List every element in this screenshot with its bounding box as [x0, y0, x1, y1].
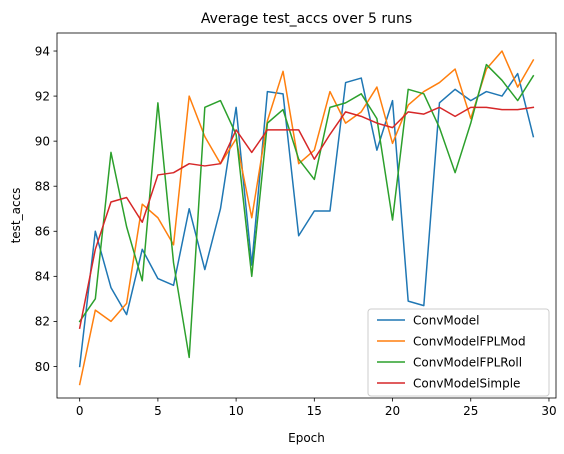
y-tick-label: 82 [35, 315, 50, 329]
x-tick-label: 25 [463, 404, 478, 418]
axes: 0 5 10 15 20 25 30 80 82 84 86 88 90 92 94 [35, 32, 557, 418]
series-line-convmodelsimple [78, 106, 535, 330]
y-tick-label: 88 [35, 180, 50, 194]
chart-title: Average test_accs over 5 runs [201, 11, 412, 27]
y-tick-label: 92 [35, 89, 50, 103]
y-tick-label: 84 [35, 270, 50, 284]
axes-frame [56, 32, 557, 399]
legend-label: ConvModelFPLRoll [413, 355, 522, 369]
plot-area [78, 50, 535, 386]
y-tick-label: 94 [35, 44, 50, 58]
y-tick-label: 80 [35, 360, 50, 374]
x-tick-label: 30 [541, 404, 556, 418]
series-line-convmodelfplmod [78, 50, 535, 386]
x-tick-label: 5 [154, 404, 162, 418]
x-tick-label: 15 [307, 404, 322, 418]
legend-label: ConvModelFPLMod [413, 334, 526, 348]
y-axis-label: test_accs [9, 188, 23, 244]
x-axis-label: Epoch [288, 431, 325, 445]
x-tick-label: 20 [385, 404, 400, 418]
legend-label: ConvModel [413, 313, 479, 327]
legend-box [367, 308, 550, 397]
y-tick-label: 90 [35, 134, 50, 148]
series-line-convmodelfplroll [78, 63, 535, 359]
y-tick-label: 86 [35, 225, 50, 239]
series-line-convmodel [78, 72, 535, 368]
legend: ConvModel ConvModelFPLMod ConvModelFPLRoll… [367, 308, 550, 397]
x-tick-label: 0 [76, 404, 84, 418]
legend-label: ConvModelSimple [413, 376, 520, 390]
x-tick-label: 10 [228, 404, 243, 418]
